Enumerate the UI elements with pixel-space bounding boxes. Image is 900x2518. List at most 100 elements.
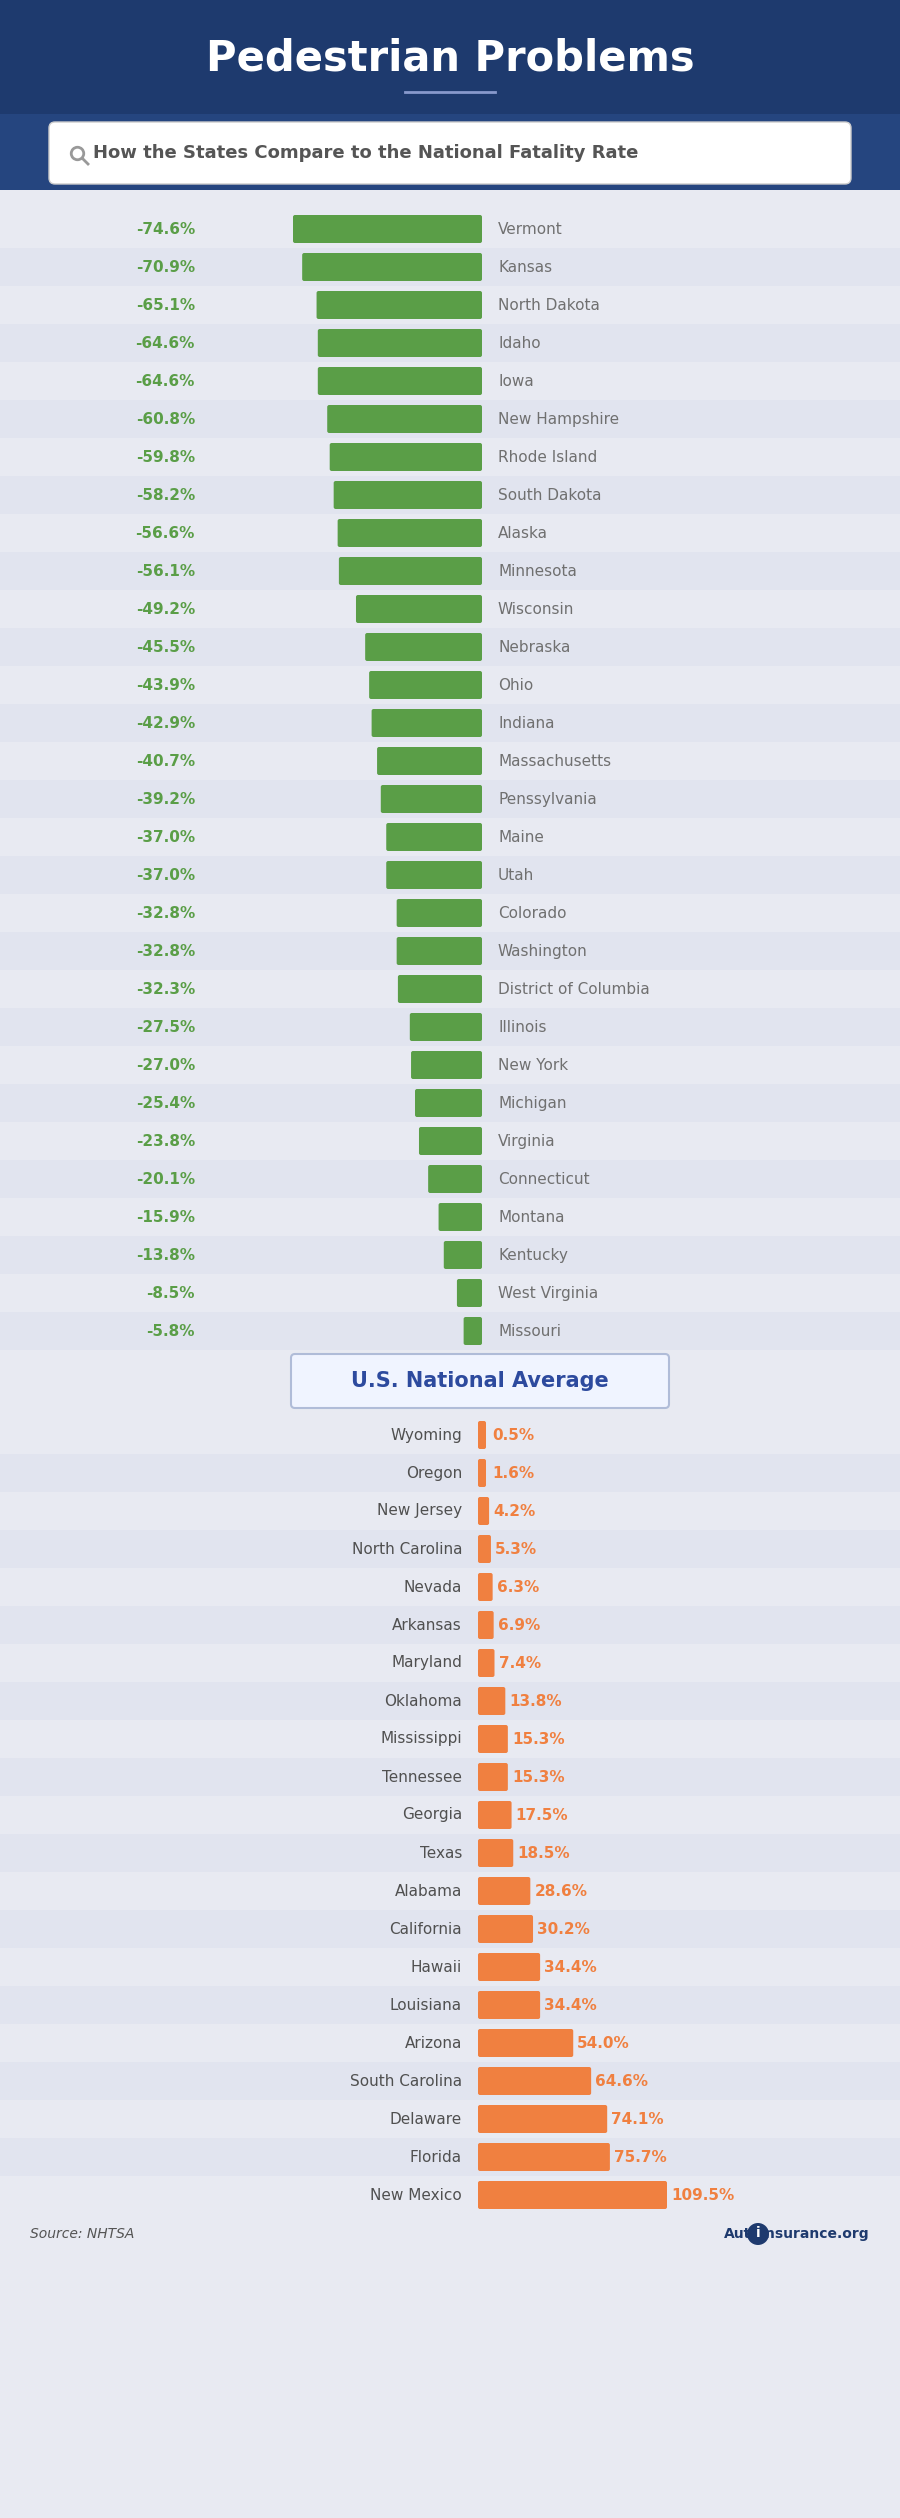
Text: Alaska: Alaska — [498, 526, 548, 541]
FancyBboxPatch shape — [0, 1085, 900, 1123]
FancyBboxPatch shape — [302, 252, 482, 282]
FancyBboxPatch shape — [0, 1682, 900, 1720]
FancyBboxPatch shape — [0, 1531, 900, 1569]
Text: Texas: Texas — [419, 1846, 462, 1861]
Text: 5.3%: 5.3% — [495, 1541, 537, 1556]
FancyBboxPatch shape — [372, 710, 482, 738]
FancyBboxPatch shape — [293, 214, 482, 244]
Text: Arizona: Arizona — [405, 2035, 462, 2050]
FancyBboxPatch shape — [339, 556, 482, 584]
Text: 13.8%: 13.8% — [509, 1695, 562, 1710]
FancyBboxPatch shape — [478, 1763, 508, 1790]
Text: Minnesota: Minnesota — [498, 564, 577, 579]
Text: Kansas: Kansas — [498, 259, 552, 274]
Text: Oregon: Oregon — [406, 1465, 462, 1481]
FancyBboxPatch shape — [0, 781, 900, 818]
FancyBboxPatch shape — [478, 1498, 489, 1526]
Text: Nebraska: Nebraska — [498, 640, 571, 655]
Text: 28.6%: 28.6% — [535, 1883, 588, 1899]
Text: Idaho: Idaho — [498, 335, 541, 350]
Text: 15.3%: 15.3% — [512, 1770, 564, 1785]
FancyBboxPatch shape — [0, 476, 900, 514]
FancyBboxPatch shape — [411, 1050, 482, 1080]
Text: 34.4%: 34.4% — [544, 1997, 597, 2012]
Text: Michigan: Michigan — [498, 1095, 566, 1110]
FancyBboxPatch shape — [478, 1800, 511, 1828]
FancyBboxPatch shape — [410, 1012, 482, 1040]
Text: -56.6%: -56.6% — [136, 526, 195, 541]
FancyBboxPatch shape — [0, 1833, 900, 1871]
Text: -58.2%: -58.2% — [136, 488, 195, 504]
Text: -42.9%: -42.9% — [136, 715, 195, 730]
Text: -40.7%: -40.7% — [136, 753, 195, 768]
FancyBboxPatch shape — [397, 937, 482, 964]
FancyBboxPatch shape — [386, 823, 482, 851]
FancyBboxPatch shape — [0, 0, 900, 189]
Text: North Dakota: North Dakota — [498, 297, 600, 312]
Text: 109.5%: 109.5% — [671, 2188, 734, 2203]
FancyBboxPatch shape — [0, 1312, 900, 1350]
Text: Montana: Montana — [498, 1209, 564, 1224]
Text: 74.1%: 74.1% — [611, 2113, 664, 2128]
Text: -39.2%: -39.2% — [136, 791, 195, 806]
FancyBboxPatch shape — [0, 856, 900, 894]
Text: -64.6%: -64.6% — [136, 335, 195, 350]
FancyBboxPatch shape — [398, 974, 482, 1002]
FancyBboxPatch shape — [478, 1649, 494, 1677]
Text: 17.5%: 17.5% — [516, 1808, 568, 1823]
Text: 34.4%: 34.4% — [544, 1959, 597, 1974]
FancyBboxPatch shape — [457, 1279, 482, 1307]
Text: Illinois: Illinois — [498, 1020, 546, 1035]
Text: -37.0%: -37.0% — [136, 869, 195, 881]
FancyBboxPatch shape — [0, 1161, 900, 1199]
FancyBboxPatch shape — [377, 748, 482, 776]
Text: Maryland: Maryland — [392, 1654, 462, 1669]
Text: Alabama: Alabama — [394, 1883, 462, 1899]
Text: Kentucky: Kentucky — [498, 1246, 568, 1262]
Text: Ohio: Ohio — [498, 677, 533, 692]
FancyBboxPatch shape — [478, 1574, 492, 1601]
FancyBboxPatch shape — [0, 113, 900, 189]
Text: 30.2%: 30.2% — [537, 1921, 590, 1936]
Text: Washington: Washington — [498, 944, 588, 959]
Text: Maine: Maine — [498, 828, 544, 844]
Text: -70.9%: -70.9% — [136, 259, 195, 274]
FancyBboxPatch shape — [0, 705, 900, 743]
FancyBboxPatch shape — [478, 1458, 486, 1488]
Text: -60.8%: -60.8% — [136, 410, 195, 426]
FancyBboxPatch shape — [0, 932, 900, 969]
Text: Florida: Florida — [410, 2150, 462, 2165]
FancyBboxPatch shape — [478, 1992, 540, 2019]
Text: Mississippi: Mississippi — [381, 1732, 462, 1747]
FancyBboxPatch shape — [478, 2181, 667, 2208]
FancyBboxPatch shape — [397, 899, 482, 927]
FancyBboxPatch shape — [0, 1453, 900, 1493]
Text: District of Columbia: District of Columbia — [498, 982, 650, 997]
Text: South Dakota: South Dakota — [498, 488, 601, 504]
FancyBboxPatch shape — [0, 1007, 900, 1045]
Text: West Virginia: West Virginia — [498, 1287, 598, 1299]
FancyBboxPatch shape — [478, 1916, 533, 1944]
Text: 1.6%: 1.6% — [492, 1465, 534, 1481]
FancyBboxPatch shape — [478, 2105, 608, 2133]
Text: -37.0%: -37.0% — [136, 828, 195, 844]
Text: Georgia: Georgia — [401, 1808, 462, 1823]
Text: Virginia: Virginia — [498, 1133, 555, 1148]
FancyBboxPatch shape — [328, 405, 482, 433]
FancyBboxPatch shape — [386, 861, 482, 889]
Text: Arkansas: Arkansas — [392, 1617, 462, 1632]
Text: i: i — [756, 2226, 760, 2241]
Text: Tennessee: Tennessee — [382, 1770, 462, 1785]
FancyBboxPatch shape — [0, 2062, 900, 2100]
Text: 7.4%: 7.4% — [499, 1654, 541, 1669]
FancyBboxPatch shape — [0, 627, 900, 665]
FancyBboxPatch shape — [318, 330, 482, 358]
FancyBboxPatch shape — [438, 1204, 482, 1231]
FancyBboxPatch shape — [478, 1838, 513, 1866]
Text: Source: NHTSA: Source: NHTSA — [30, 2226, 134, 2241]
FancyBboxPatch shape — [419, 1128, 482, 1156]
Text: Nevada: Nevada — [403, 1579, 462, 1594]
Text: -8.5%: -8.5% — [147, 1287, 195, 1299]
Text: -32.8%: -32.8% — [136, 944, 195, 959]
Text: Missouri: Missouri — [498, 1324, 561, 1340]
